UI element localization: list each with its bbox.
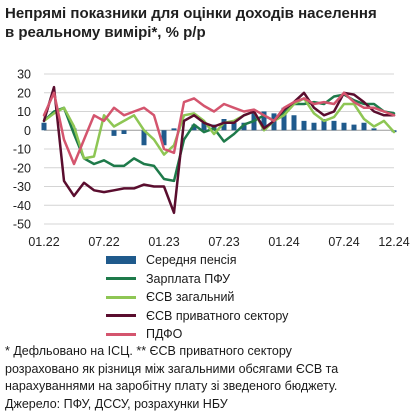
y-tick-label-4: -10: [13, 143, 31, 157]
bar-0-12: [161, 130, 167, 146]
y-tick-label-7: -40: [13, 199, 31, 213]
y-tick-label-6: -30: [13, 180, 31, 194]
chart-title-line-1: Непрямі показники для оцінки доходів нас…: [5, 5, 377, 22]
legend-label-pfu-salary: Зарплата ПФУ: [146, 271, 231, 286]
legend-swatch-pfu-salary: [106, 277, 136, 281]
legend-item-pdfo: ПДФО: [106, 325, 288, 344]
y-tick-label-2: 10: [17, 105, 31, 119]
bar-0-25: [291, 115, 297, 131]
bar-0-10: [141, 130, 147, 146]
legend-label-esv-private: ЄСВ приватного сектору: [146, 308, 289, 323]
y-tick-label-1: 20: [17, 86, 31, 100]
x-tick-label-4: 01.24: [268, 235, 299, 249]
bar-0-26: [301, 120, 307, 131]
y-tick-label-0: 30: [17, 68, 31, 82]
bar-0-32: [361, 122, 367, 131]
legend-item-pfu-salary: Зарплата ПФУ: [106, 270, 288, 289]
bar-0-0: [41, 122, 47, 131]
bar-0-15: [191, 124, 197, 131]
x-tick-label-1: 07.22: [88, 235, 119, 249]
y-tick-label-3: 0: [24, 124, 31, 138]
x-tick-label-5: 07.24: [328, 235, 359, 249]
legend-swatch-esv-private: [106, 314, 136, 318]
bar-0-28: [321, 119, 327, 131]
legend-item-esv-total: ЄСВ загальний: [106, 288, 288, 307]
bar-0-13: [171, 128, 177, 131]
footnote-line-4: Джерело: ПФУ, ДССУ, розрахунки НБУ: [5, 396, 228, 411]
legend-swatch-pdfo: [106, 332, 136, 336]
bar-0-7: [111, 130, 117, 136]
bar-0-16: [201, 122, 207, 131]
chart-plot: 30 20 10 0 -10 -20 -30 -40 -50 01.22 07.22 01.23 07.…: [13, 68, 410, 250]
legend-label-pension: Середня пенсія: [146, 253, 237, 268]
footnote-line-3: нарахуваннями на заробітну плату зі звед…: [5, 379, 338, 393]
y-tick-label-5: -20: [13, 161, 31, 175]
series-line-1: [42, 93, 396, 183]
chart-legend: Середня пенсія Зарплата ПФУ ЄСВ загальни…: [106, 251, 288, 344]
legend-label-pdfo: ПДФО: [146, 327, 183, 342]
series-line-2: [42, 97, 396, 160]
x-tick-label-3: 07.23: [208, 235, 239, 249]
x-tick-label-6: 12.24: [378, 235, 409, 249]
series-line-3: [42, 85, 396, 215]
legend-item-esv-private: ЄСВ приватного сектору: [106, 307, 288, 326]
bar-0-22: [261, 111, 267, 131]
x-tick-label-0: 01.22: [28, 235, 59, 249]
y-tick-label-8: -50: [13, 218, 31, 232]
series-line-4: [42, 91, 396, 166]
footnote-line-1: * Дефльовано на ІСЦ. ** ЄСВ приватного с…: [5, 344, 292, 358]
legend-label-esv-total: ЄСВ загальний: [146, 290, 235, 305]
bar-0-19: [231, 122, 237, 131]
footnote: * Дефльовано на ІСЦ. ** ЄСВ приватного с…: [5, 343, 410, 413]
x-tick-label-2: 01.23: [148, 235, 179, 249]
bar-0-24: [281, 107, 287, 131]
bar-0-8: [121, 130, 127, 134]
bar-0-20: [241, 122, 247, 131]
chart-title: Непрямі показники для оцінки доходів нас…: [5, 4, 410, 42]
bar-0-29: [331, 120, 337, 131]
legend-swatch-esv-total: [106, 295, 136, 299]
legend-swatch-pension: [106, 256, 136, 265]
bar-0-33: [371, 128, 377, 131]
legend-item-pension: Середня пенсія: [106, 251, 288, 270]
bar-0-30: [341, 122, 347, 131]
bar-0-31: [351, 124, 357, 131]
chart-title-line-2: в реальному вимірі*, % р/р: [5, 24, 206, 41]
bar-0-27: [311, 122, 317, 131]
footnote-line-2: розраховано як різниця між загальними об…: [5, 361, 339, 376]
